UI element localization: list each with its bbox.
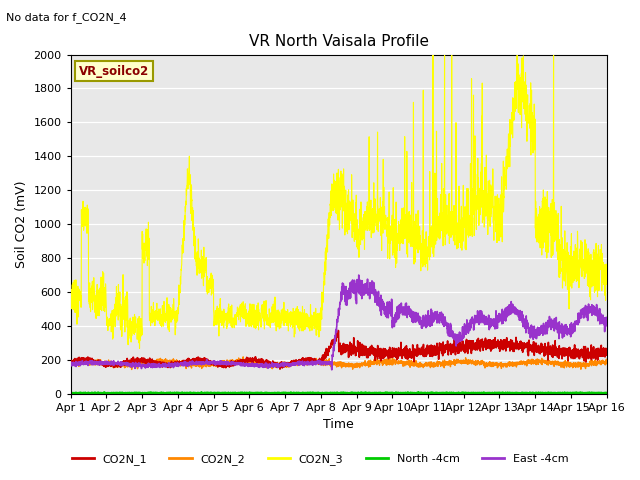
X-axis label: Time: Time [323, 419, 354, 432]
Text: No data for f_CO2N_4: No data for f_CO2N_4 [6, 12, 127, 23]
Title: VR North Vaisala Profile: VR North Vaisala Profile [249, 34, 429, 49]
Legend: CO2N_1, CO2N_2, CO2N_3, North -4cm, East -4cm: CO2N_1, CO2N_2, CO2N_3, North -4cm, East… [67, 450, 573, 469]
Text: VR_soilco2: VR_soilco2 [79, 65, 149, 78]
Y-axis label: Soil CO2 (mV): Soil CO2 (mV) [15, 180, 28, 268]
